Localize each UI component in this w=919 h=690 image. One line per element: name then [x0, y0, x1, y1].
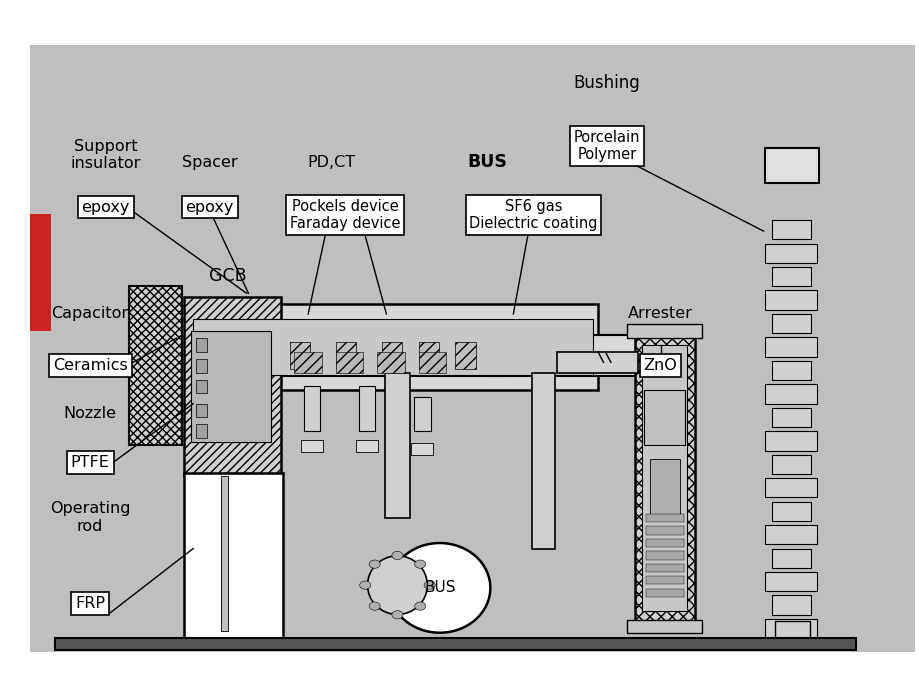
Bar — [556, 352, 637, 373]
Bar — [356, 440, 378, 452]
Bar — [765, 337, 816, 357]
Bar — [487, 335, 648, 376]
Bar — [771, 314, 810, 333]
Bar — [196, 424, 207, 438]
Bar — [771, 408, 810, 427]
Text: Capacitor: Capacitor — [51, 306, 129, 322]
Bar — [645, 564, 683, 572]
Bar — [196, 338, 207, 352]
Bar — [645, 551, 683, 560]
Bar — [771, 361, 810, 380]
Bar — [765, 572, 816, 591]
Bar — [289, 342, 310, 369]
Bar — [30, 214, 51, 331]
Text: Bushing: Bushing — [573, 74, 640, 92]
Bar — [627, 324, 701, 338]
Bar — [645, 576, 683, 584]
Text: GCB: GCB — [210, 267, 246, 285]
Bar — [414, 397, 430, 431]
Text: SF6 gas
Dielectric coating: SF6 gas Dielectric coating — [469, 199, 597, 231]
Bar — [634, 331, 694, 624]
Bar — [188, 304, 597, 390]
Bar — [641, 345, 686, 611]
Bar — [184, 473, 283, 638]
Bar — [765, 431, 816, 451]
Bar — [765, 619, 816, 638]
Bar — [765, 384, 816, 404]
Bar — [645, 514, 683, 522]
Bar — [384, 373, 410, 518]
Bar — [411, 443, 433, 455]
Bar — [765, 525, 816, 544]
Bar — [771, 455, 810, 474]
Bar — [184, 297, 280, 476]
Circle shape — [424, 581, 435, 589]
Text: Operating
rod: Operating rod — [50, 502, 130, 533]
Bar — [418, 352, 446, 373]
Text: epoxy: epoxy — [186, 199, 233, 215]
Bar — [221, 476, 228, 631]
Bar — [191, 331, 271, 442]
Circle shape — [359, 581, 370, 589]
Bar — [649, 459, 679, 514]
Ellipse shape — [368, 556, 426, 615]
Bar — [645, 526, 683, 535]
Bar — [303, 386, 320, 431]
Bar — [455, 342, 475, 369]
Text: Porcelain
Polymer: Porcelain Polymer — [573, 130, 640, 162]
Text: BUS: BUS — [424, 580, 455, 595]
Bar — [771, 267, 810, 286]
Bar — [196, 359, 207, 373]
Bar — [645, 589, 683, 597]
Text: PTFE: PTFE — [71, 455, 109, 470]
Text: epoxy: epoxy — [82, 199, 130, 215]
Bar — [280, 335, 505, 376]
Bar — [193, 319, 593, 375]
Text: Pockels device
Faraday device: Pockels device Faraday device — [289, 199, 400, 231]
Bar — [771, 502, 810, 521]
Bar — [129, 286, 182, 445]
Text: ZnO: ZnO — [643, 358, 676, 373]
Circle shape — [369, 602, 380, 610]
Bar — [771, 220, 810, 239]
Bar — [418, 342, 438, 369]
Bar — [765, 290, 816, 310]
Text: FRP: FRP — [75, 596, 105, 611]
Circle shape — [414, 560, 425, 569]
Bar — [196, 380, 207, 393]
Text: PD,CT: PD,CT — [307, 155, 355, 170]
Bar — [358, 386, 375, 431]
Text: Arrester: Arrester — [628, 306, 692, 322]
Text: Ceramics: Ceramics — [52, 358, 128, 373]
Bar — [294, 352, 322, 373]
Text: Nozzle: Nozzle — [63, 406, 117, 422]
Bar — [196, 404, 207, 417]
Bar — [30, 45, 914, 652]
Bar — [301, 440, 323, 452]
Bar — [771, 549, 810, 568]
Ellipse shape — [389, 543, 490, 633]
Bar — [774, 621, 809, 638]
Bar — [765, 244, 816, 263]
Bar — [643, 390, 685, 445]
Circle shape — [369, 560, 380, 569]
Bar — [55, 638, 855, 650]
Bar — [335, 352, 363, 373]
Bar — [381, 342, 402, 369]
Bar — [645, 539, 683, 547]
Bar — [531, 373, 554, 549]
Text: Spacer: Spacer — [182, 155, 237, 170]
Circle shape — [391, 551, 403, 560]
Text: Support
insulator: Support insulator — [71, 139, 141, 171]
Bar — [765, 148, 818, 183]
Circle shape — [414, 602, 425, 610]
Circle shape — [391, 611, 403, 619]
Bar — [765, 478, 816, 497]
Bar — [335, 342, 356, 369]
Bar — [627, 620, 701, 633]
Bar — [771, 595, 810, 615]
Bar — [377, 352, 404, 373]
Text: BUS: BUS — [467, 153, 507, 171]
